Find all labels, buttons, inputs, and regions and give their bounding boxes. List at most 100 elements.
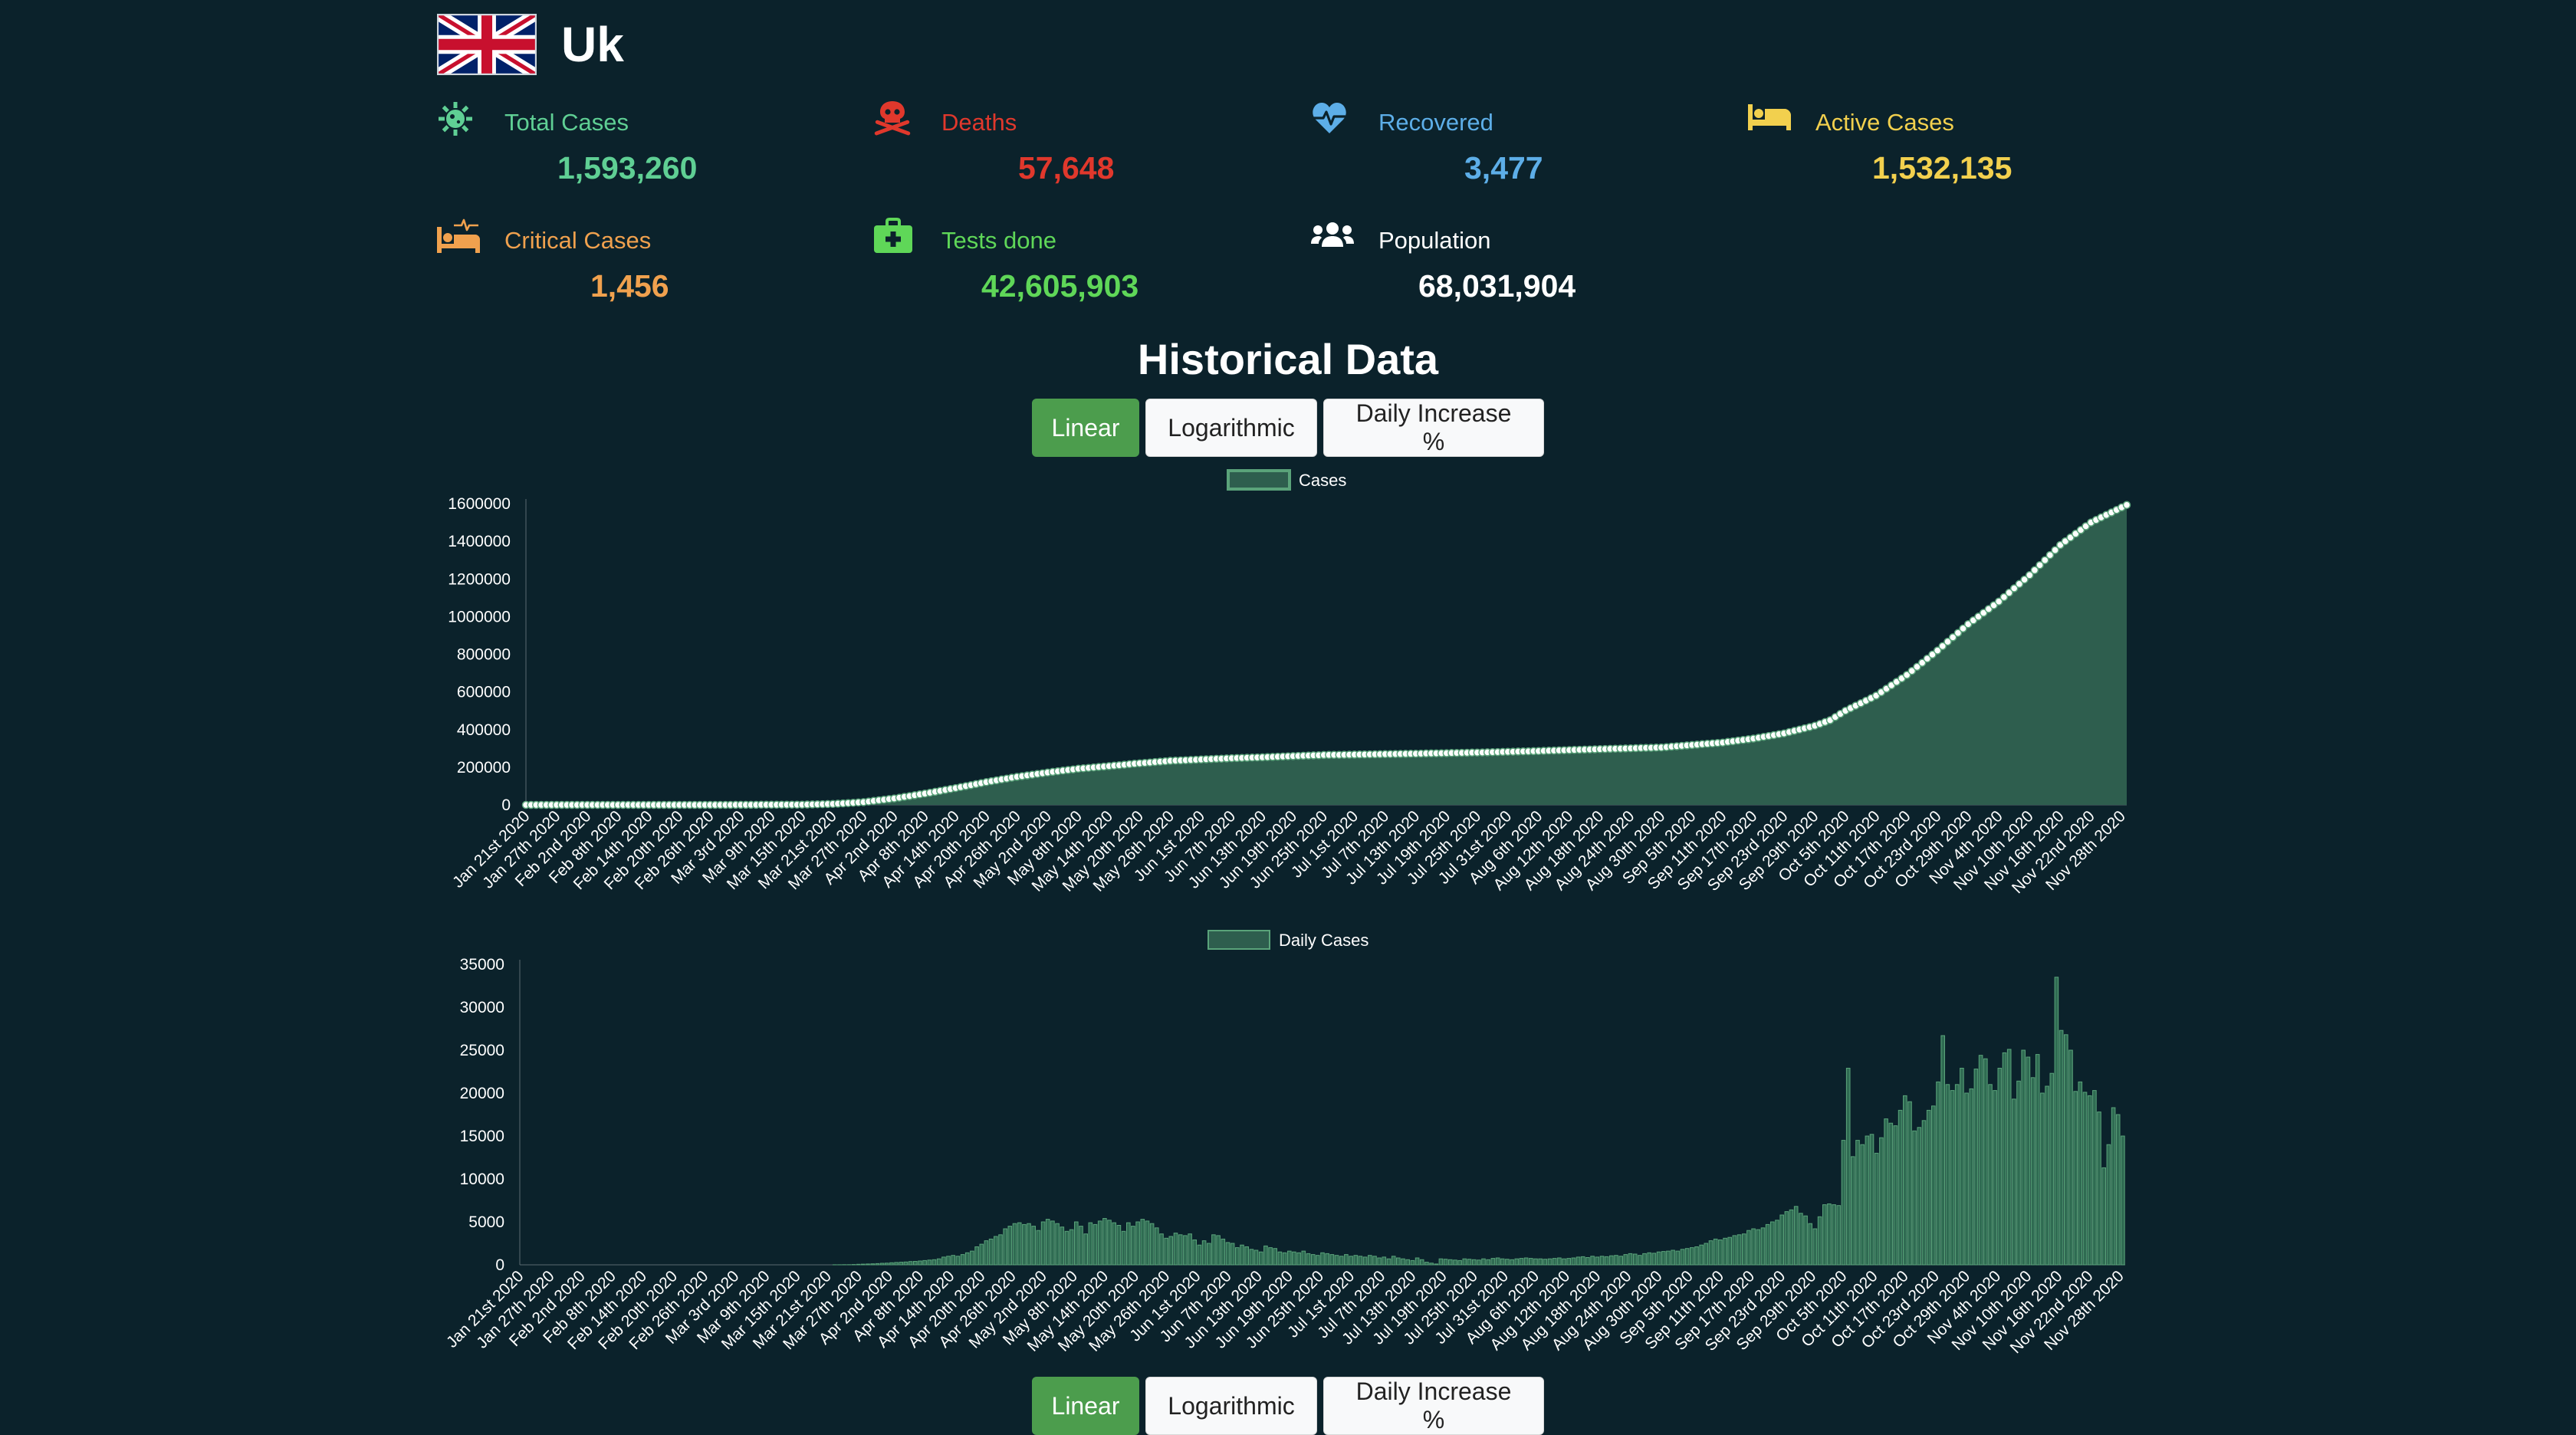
daily-bar xyxy=(1633,1254,1637,1265)
daily-bar xyxy=(1482,1259,1486,1265)
daily-bar xyxy=(2107,1144,2111,1265)
daily-bar xyxy=(1965,1093,1969,1265)
daily-bar xyxy=(1875,1153,1878,1265)
daily-bar xyxy=(1605,1256,1608,1265)
historical-data-title: Historical Data xyxy=(0,334,2576,384)
daily-bar xyxy=(947,1256,951,1265)
daily-bar xyxy=(1998,1069,2002,1266)
daily-bar xyxy=(1132,1226,1135,1265)
daily-bar xyxy=(1704,1243,1708,1265)
daily-bar xyxy=(1093,1224,1097,1265)
bed-icon xyxy=(1748,100,1791,138)
daily-bar xyxy=(994,1236,998,1265)
daily-increase-button[interactable]: Daily Increase % xyxy=(1323,399,1544,457)
daily-bar xyxy=(1993,1091,1997,1265)
daily-bar xyxy=(1202,1241,1206,1265)
daily-bar xyxy=(1165,1238,1168,1265)
daily-bar xyxy=(1454,1260,1457,1265)
daily-bar xyxy=(1217,1236,1221,1265)
daily-bar xyxy=(1297,1253,1301,1265)
daily-bar xyxy=(1771,1222,1775,1265)
daily-bar xyxy=(1075,1222,1079,1265)
daily-bar xyxy=(932,1259,936,1265)
daily-bar xyxy=(1789,1210,1793,1265)
daily-bar xyxy=(1335,1256,1339,1265)
daily-bar xyxy=(1837,1206,1841,1265)
daily-bar xyxy=(1856,1141,1860,1265)
daily-bar xyxy=(1600,1256,1604,1265)
daily-increase-button-2[interactable]: Daily Increase % xyxy=(1323,1377,1544,1435)
daily-bar xyxy=(1354,1256,1358,1265)
daily-y-tick-label: 20000 xyxy=(460,1085,504,1102)
daily-bar xyxy=(914,1262,918,1266)
daily-bar xyxy=(1756,1230,1760,1265)
daily-bar xyxy=(904,1262,908,1265)
recovered-value: 3,477 xyxy=(1464,150,1543,186)
daily-bar xyxy=(2116,1115,2120,1265)
daily-bar xyxy=(909,1262,912,1265)
daily-bar xyxy=(890,1263,894,1265)
daily-bar xyxy=(1870,1135,1874,1265)
daily-bar xyxy=(1392,1256,1395,1265)
daily-bar xyxy=(1804,1216,1808,1265)
daily-bar xyxy=(1733,1236,1737,1265)
daily-bar xyxy=(1932,1106,1936,1265)
daily-bar xyxy=(1671,1250,1675,1265)
daily-bar xyxy=(1169,1236,1173,1265)
daily-bar xyxy=(1155,1228,1159,1265)
daily-bar xyxy=(2026,1057,2030,1265)
daily-bar xyxy=(1004,1229,1007,1265)
daily-bar xyxy=(1349,1256,1353,1265)
daily-bar xyxy=(1013,1223,1017,1265)
daily-bar xyxy=(2041,1093,2045,1265)
daily-bar xyxy=(1552,1259,1556,1265)
cases-line-chart: 0200000400000600000800000100000012000001… xyxy=(0,460,2576,905)
daily-bar xyxy=(971,1251,974,1265)
daily-bar xyxy=(1865,1136,1869,1265)
daily-bar xyxy=(1184,1236,1188,1265)
cases-legend: Cases xyxy=(1228,471,1346,490)
daily-bar xyxy=(1643,1253,1647,1265)
daily-bar xyxy=(1662,1252,1666,1265)
daily-bar xyxy=(1472,1259,1476,1265)
daily-bar xyxy=(1221,1239,1225,1265)
daily-bar xyxy=(1852,1157,1855,1265)
linear-button-2[interactable]: Linear xyxy=(1032,1377,1139,1435)
daily-bar xyxy=(1127,1223,1131,1265)
daily-bar xyxy=(1615,1256,1618,1265)
daily-bar xyxy=(1108,1220,1112,1265)
daily-bar xyxy=(1700,1245,1704,1265)
cases-y-tick-label: 1000000 xyxy=(448,608,511,626)
daily-y-tick-label: 10000 xyxy=(460,1171,504,1188)
daily-bar xyxy=(1008,1226,1012,1265)
daily-bar xyxy=(1293,1252,1296,1265)
daily-bar xyxy=(2069,1050,2073,1265)
logarithmic-button[interactable]: Logarithmic xyxy=(1145,399,1317,457)
cases-y-tick-label: 1600000 xyxy=(448,495,511,513)
daily-bar xyxy=(1415,1258,1419,1265)
cases-y-tick-label: 200000 xyxy=(457,759,511,777)
daily-bar xyxy=(1027,1223,1031,1265)
daily-bar xyxy=(1174,1233,1178,1265)
cases-y-tick-label: 800000 xyxy=(457,646,511,664)
daily-bar xyxy=(1051,1221,1055,1265)
daily-bar xyxy=(1425,1263,1429,1265)
population-label: Population xyxy=(1378,227,1491,254)
daily-bar xyxy=(1743,1234,1746,1265)
daily-bar xyxy=(1236,1248,1240,1265)
total-cases-value: 1,593,260 xyxy=(557,150,697,186)
daily-bar xyxy=(1576,1257,1580,1265)
daily-bar xyxy=(2078,1082,2082,1265)
daily-bar xyxy=(1709,1241,1713,1265)
daily-bar xyxy=(1269,1248,1273,1265)
daily-bar xyxy=(1652,1253,1656,1265)
daily-bar xyxy=(1193,1240,1197,1266)
linear-button[interactable]: Linear xyxy=(1032,399,1139,457)
daily-bar xyxy=(1467,1259,1471,1265)
daily-bar xyxy=(1178,1235,1182,1265)
daily-bar xyxy=(1648,1253,1651,1265)
logarithmic-button-2[interactable]: Logarithmic xyxy=(1145,1377,1317,1435)
daily-bar xyxy=(2083,1092,2087,1265)
daily-bar xyxy=(1913,1131,1917,1265)
daily-bar xyxy=(2111,1108,2115,1265)
